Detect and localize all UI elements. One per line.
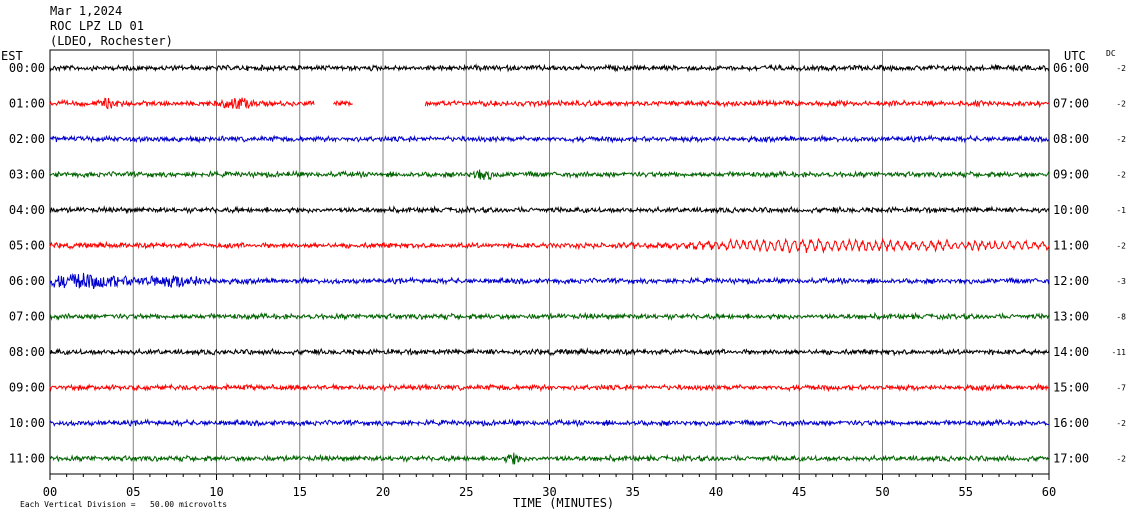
right-timezone-label: UTC: [1064, 49, 1086, 63]
x-axis-title: TIME (MINUTES): [513, 496, 615, 510]
row-label-est-05:00: 05:00: [9, 239, 45, 253]
row-label-utc-11:00: 11:00: [1053, 239, 1089, 253]
station-network: (LDEO, Rochester): [50, 34, 173, 48]
x-tick-label-20: 20: [376, 485, 390, 499]
trace-01:00-seg1: [333, 99, 353, 108]
x-tick-label-35: 35: [626, 485, 640, 499]
trace-03:00: [49, 169, 1050, 181]
trace-01:00-seg2: [424, 98, 1050, 109]
x-tick-label-45: 45: [792, 485, 806, 499]
row-dc-05:00: -2: [1116, 242, 1126, 251]
x-tick-label-15: 15: [293, 485, 307, 499]
x-tick-label-5: 05: [126, 485, 140, 499]
trace-08:00: [49, 347, 1050, 357]
x-tick-label-55: 55: [959, 485, 973, 499]
row-label-utc-12:00: 12:00: [1053, 274, 1089, 288]
trace-04:00: [49, 205, 1050, 215]
x-tick-label-10: 10: [209, 485, 223, 499]
trace-11:00: [49, 452, 1050, 465]
row-label-est-03:00: 03:00: [9, 168, 45, 182]
row-dc-11:00: -2: [1116, 455, 1126, 464]
row-dc-03:00: -2: [1116, 171, 1126, 180]
trace-09:00: [49, 382, 1050, 393]
trace-10:00: [50, 418, 1049, 428]
trace-05:00: [49, 237, 1050, 254]
trace-02:00: [49, 134, 1050, 144]
row-dc-02:00: -2: [1116, 135, 1126, 144]
row-dc-09:00: -7: [1116, 384, 1126, 393]
scale-note: Each Vertical Division = 50.00 microvolt…: [20, 500, 228, 509]
row-label-utc-13:00: 13:00: [1053, 310, 1089, 324]
row-dc-08:00: -11: [1112, 348, 1127, 357]
x-tick-label-50: 50: [875, 485, 889, 499]
row-label-est-06:00: 06:00: [9, 274, 45, 288]
row-label-utc-16:00: 16:00: [1053, 416, 1089, 430]
row-label-est-08:00: 08:00: [9, 345, 45, 359]
row-label-utc-15:00: 15:00: [1053, 381, 1089, 395]
row-label-utc-17:00: 17:00: [1053, 452, 1089, 466]
x-tick-label-60: 60: [1042, 485, 1056, 499]
row-label-utc-10:00: 10:00: [1053, 203, 1089, 217]
x-tick-label-0: 00: [43, 485, 57, 499]
row-label-est-11:00: 11:00: [9, 452, 45, 466]
row-label-est-09:00: 09:00: [9, 381, 45, 395]
x-tick-label-30: 30: [542, 485, 556, 499]
row-label-est-10:00: 10:00: [9, 416, 45, 430]
row-label-est-07:00: 07:00: [9, 310, 45, 324]
row-label-utc-07:00: 07:00: [1053, 97, 1089, 111]
trace-07:00: [49, 311, 1050, 321]
station-date: Mar 1,2024: [50, 4, 123, 18]
trace-06:00: [49, 272, 1050, 290]
trace-00:00: [49, 63, 1050, 73]
station-name: ROC LPZ LD 01: [50, 19, 144, 33]
row-label-utc-06:00: 06:00: [1053, 61, 1089, 75]
row-label-est-01:00: 01:00: [9, 97, 45, 111]
row-label-est-02:00: 02:00: [9, 132, 45, 146]
x-tick-label-25: 25: [459, 485, 473, 499]
row-dc-00:00: -2: [1116, 64, 1126, 73]
row-label-utc-14:00: 14:00: [1053, 345, 1089, 359]
row-dc-07:00: -8: [1116, 313, 1126, 322]
x-tick-label-40: 40: [709, 485, 723, 499]
row-dc-10:00: -2: [1116, 419, 1126, 428]
row-label-est-00:00: 00:00: [9, 61, 45, 75]
row-dc-06:00: -3: [1116, 277, 1126, 286]
dc-column-label: DC: [1106, 49, 1116, 58]
row-label-utc-08:00: 08:00: [1053, 132, 1089, 146]
left-timezone-label: EST: [1, 49, 23, 63]
trace-01:00-seg0: [49, 97, 315, 110]
row-label-utc-09:00: 09:00: [1053, 168, 1089, 182]
row-dc-01:00: -2: [1116, 100, 1126, 109]
row-dc-04:00: -1: [1116, 206, 1126, 215]
row-label-est-04:00: 04:00: [9, 203, 45, 217]
